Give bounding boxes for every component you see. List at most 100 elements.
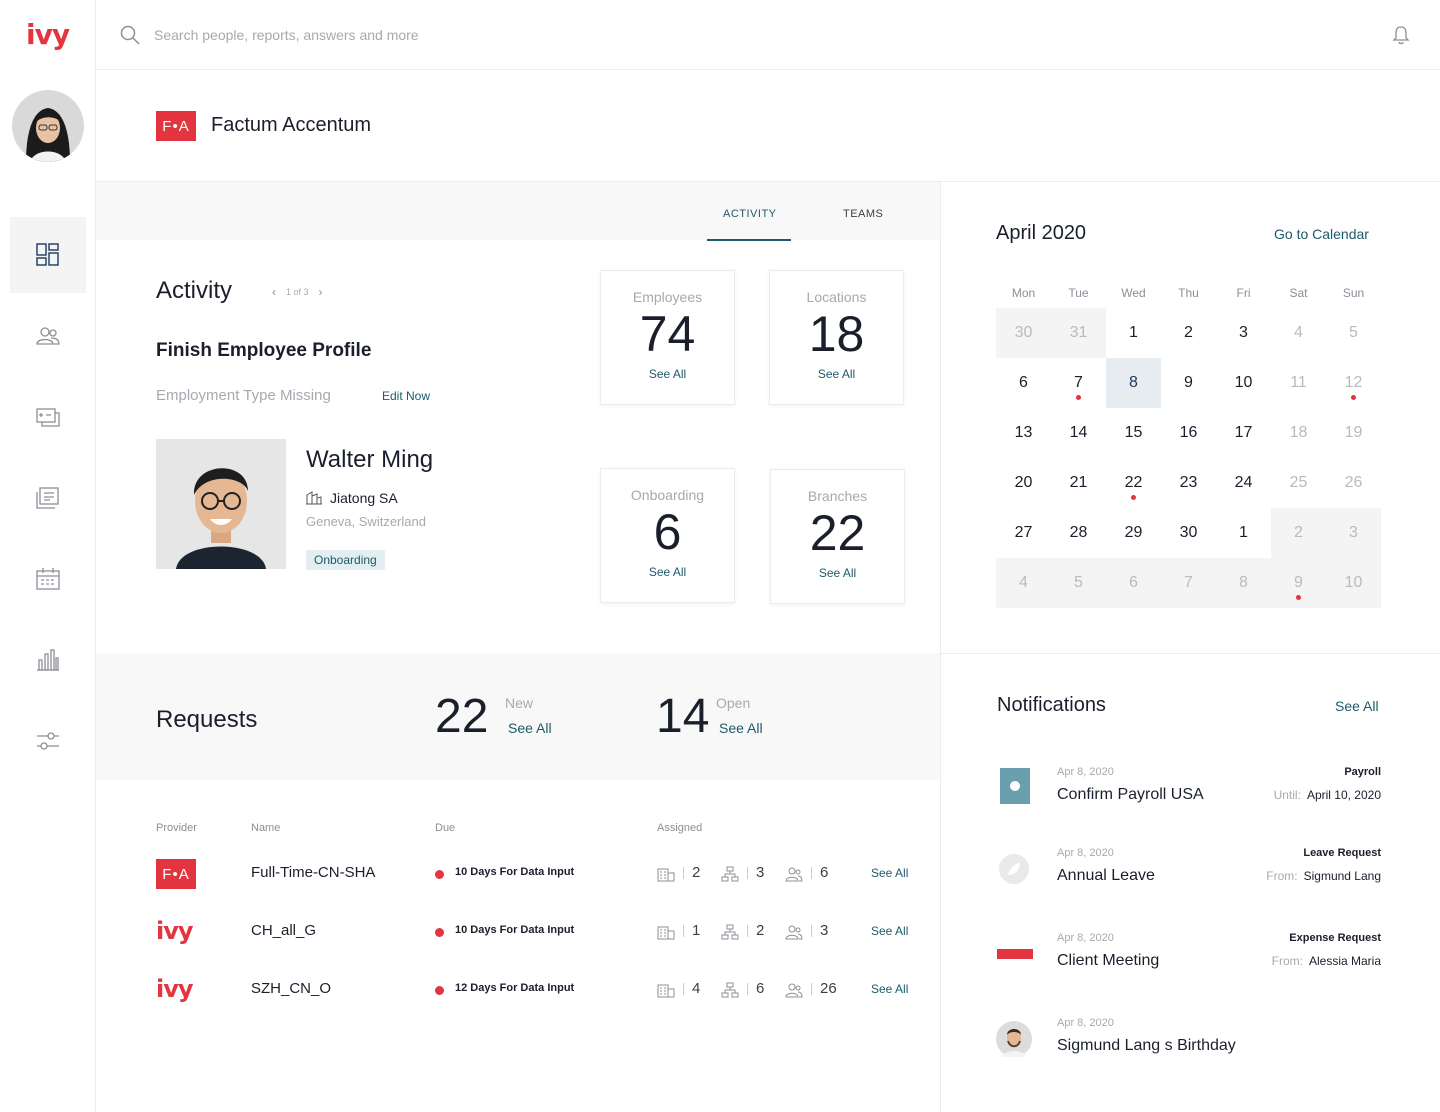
calendar-day[interactable]: 4 — [1294, 324, 1303, 341]
calendar-day[interactable]: 14 — [1069, 424, 1088, 441]
chevron-right-icon[interactable]: › — [318, 285, 323, 299]
search-icon[interactable] — [120, 25, 140, 45]
calendar-day[interactable]: 9 — [1271, 558, 1326, 608]
requests-new-count: 22 — [435, 690, 489, 743]
calendar-day[interactable]: 4 — [996, 558, 1051, 608]
notification-date: Apr 8, 2020 — [1057, 932, 1114, 944]
calendar-day[interactable]: 2 — [1184, 324, 1193, 341]
calendar-day[interactable]: 30 — [1179, 524, 1198, 541]
calendar-day[interactable]: 1 — [1239, 524, 1248, 541]
event-dot — [1351, 395, 1356, 400]
calendar-day[interactable]: 19 — [1344, 424, 1363, 441]
calendar-day[interactable]: 8 — [1216, 558, 1271, 608]
calendar-day[interactable]: 1 — [1129, 324, 1138, 341]
assigned-count: 3 — [820, 922, 829, 939]
nav-calendar[interactable] — [10, 541, 86, 617]
notification-title: Sigmund Lang s Birthday — [1057, 1037, 1236, 1054]
requests-open-see-all[interactable]: See All — [719, 720, 763, 736]
table-row[interactable]: ivy SZH_CN_O 12 Days For Data Input 4 6 … — [96, 970, 940, 1010]
calendar-day[interactable]: 23 — [1179, 474, 1198, 491]
search-input[interactable] — [154, 22, 754, 48]
stat-see-all-link[interactable]: See All — [648, 367, 687, 381]
calendar-day[interactable]: 7 — [1161, 558, 1216, 608]
notification-item[interactable]: Apr 8, 2020 Sigmund Lang s Birthday — [941, 1017, 1440, 1077]
calendar-day[interactable]: 2 — [1271, 508, 1326, 558]
requests-open-label: Open — [716, 695, 751, 711]
calendar-icon — [36, 568, 60, 590]
notification-item[interactable]: Apr 8, 2020 Confirm Payroll USA Payroll … — [941, 766, 1440, 826]
weekday-label: Mon — [1011, 286, 1036, 300]
row-see-all-link[interactable]: See All — [871, 924, 909, 938]
calendar-day[interactable]: 11 — [1290, 374, 1307, 391]
row-see-all-link[interactable]: See All — [871, 866, 909, 880]
calendar-day[interactable]: 6 — [1019, 374, 1028, 391]
calendar-day[interactable]: 6 — [1106, 558, 1161, 608]
separator — [811, 867, 812, 879]
calendar-day[interactable]: 3 — [1239, 324, 1248, 341]
row-due: 12 Days For Data Input — [455, 982, 575, 994]
edit-now-link[interactable]: Edit Now — [382, 389, 431, 403]
meta-value: Sigmund Lang — [1303, 869, 1381, 883]
leave-icon — [999, 854, 1029, 884]
calendar-day[interactable]: 5 — [1051, 558, 1106, 608]
calendar-day[interactable]: 25 — [1289, 474, 1308, 491]
separator — [747, 925, 748, 937]
calendar-day[interactable]: 9 — [1184, 374, 1193, 391]
requests-new-see-all[interactable]: See All — [508, 720, 552, 736]
tab-activity[interactable]: ACTIVITY — [723, 208, 777, 220]
calendar-day[interactable]: 21 — [1069, 474, 1088, 491]
calendar-day[interactable]: 10 — [1326, 558, 1381, 608]
stat-see-all-link[interactable]: See All — [648, 565, 687, 579]
user-avatar[interactable] — [12, 90, 84, 162]
calendar-day[interactable]: 12 — [1326, 358, 1381, 408]
calendar-day[interactable]: 22 — [1106, 458, 1161, 508]
calendar-day[interactable]: 3 — [1326, 508, 1381, 558]
calendar-day[interactable]: 26 — [1344, 474, 1363, 491]
nav-people[interactable] — [10, 298, 86, 374]
calendar-day[interactable]: 10 — [1234, 374, 1253, 391]
calendar-day[interactable]: 24 — [1234, 474, 1253, 491]
table-row[interactable]: ivy CH_all_G 10 Days For Data Input 1 2 … — [96, 912, 940, 952]
notification-item[interactable]: Apr 8, 2020 Client Meeting Expense Reque… — [941, 932, 1440, 992]
calendar-day[interactable]: 5 — [1349, 324, 1358, 341]
row-see-all-link[interactable]: See All — [871, 982, 909, 996]
stat-see-all-link[interactable]: See All — [817, 367, 856, 381]
nav-documents[interactable] — [10, 460, 86, 536]
chevron-left-icon[interactable]: ‹ — [272, 285, 276, 299]
calendar-day[interactable]: 30 — [996, 308, 1051, 358]
table-row[interactable]: F•A Full-Time-CN-SHA 10 Days For Data In… — [96, 854, 940, 894]
nav-settings[interactable] — [10, 703, 86, 779]
calendar-day[interactable]: 27 — [1014, 524, 1033, 541]
notifications-see-all[interactable]: See All — [1335, 698, 1379, 714]
nav-reports[interactable] — [10, 622, 86, 698]
requests-summary: Requests 22 New See All 14 Open See All — [96, 653, 940, 780]
nav-requests[interactable] — [10, 379, 86, 455]
company-name: Factum Accentum — [211, 114, 372, 136]
notification-item[interactable]: Apr 8, 2020 Annual Leave Leave Request F… — [941, 847, 1440, 907]
calendar-day[interactable]: 17 — [1234, 424, 1253, 441]
calendar-day[interactable]: 20 — [1014, 474, 1033, 491]
expense-icon — [997, 949, 1033, 959]
calendar-day[interactable]: 29 — [1124, 524, 1143, 541]
calendar-day[interactable]: 28 — [1069, 524, 1088, 541]
calendar-day[interactable]: 15 — [1124, 424, 1143, 441]
tab-teams[interactable]: TEAMS — [843, 208, 884, 220]
calendar-day[interactable]: 31 — [1051, 308, 1106, 358]
calendar-day[interactable]: 13 — [1014, 424, 1033, 441]
org-chart-icon — [721, 924, 739, 940]
stat-see-all-link[interactable]: See All — [818, 566, 857, 580]
company-header: F•A Factum Accentum — [96, 70, 1440, 182]
go-to-calendar-link[interactable]: Go to Calendar — [1274, 226, 1369, 242]
calendar-day[interactable]: 7 — [1051, 358, 1106, 408]
org-chart-icon — [721, 866, 739, 882]
app-logo[interactable]: ivy — [26, 18, 70, 51]
calendar-day[interactable]: 18 — [1289, 424, 1308, 441]
calendar-day[interactable]: 16 — [1179, 424, 1198, 441]
provider-logo: F•A — [156, 859, 196, 889]
bell-icon[interactable] — [1392, 25, 1410, 45]
calendar-day-selected[interactable]: 8 — [1106, 358, 1161, 408]
notification-type: Expense Request — [1289, 932, 1381, 944]
person-name[interactable]: Walter Ming — [306, 446, 434, 473]
nav-dashboard[interactable] — [10, 217, 86, 293]
weekday-label: Sun — [1342, 286, 1365, 300]
